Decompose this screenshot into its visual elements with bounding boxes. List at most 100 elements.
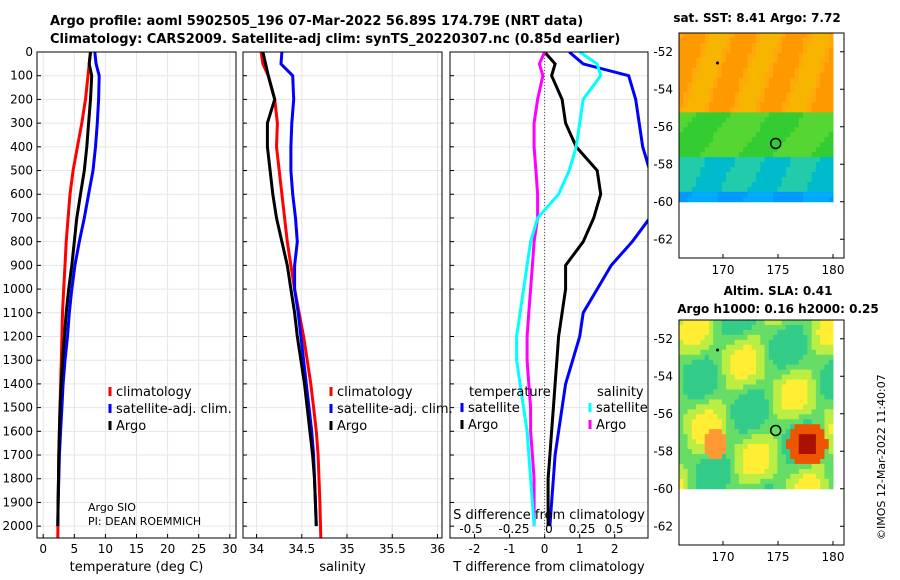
map-cell [815, 67, 821, 74]
map-cell [726, 320, 731, 326]
map-cell [734, 67, 740, 74]
map-cell [717, 181, 723, 188]
x-tick-label: -1 [504, 542, 516, 556]
map-cell [717, 171, 723, 178]
map-cell [713, 364, 718, 371]
map-cell [790, 468, 795, 475]
map-cell [713, 424, 718, 430]
map-cell [807, 384, 813, 390]
map-cell [700, 463, 706, 470]
map-cell [696, 132, 701, 138]
map-cell [777, 324, 783, 331]
map-cell [807, 122, 813, 128]
map-cell [679, 42, 684, 49]
map-cell [704, 473, 710, 480]
map-cell [785, 82, 791, 89]
map-cell [734, 57, 740, 64]
map-cell [790, 349, 795, 356]
map-cell [726, 414, 731, 420]
map-cell [828, 434, 834, 440]
map-cell [824, 320, 830, 326]
map-cell [713, 171, 718, 178]
map-cell [696, 171, 701, 178]
map-cell [777, 419, 783, 425]
map-cell [768, 409, 774, 415]
map-cell [781, 117, 787, 123]
map-cell [721, 424, 727, 430]
map-cell [738, 176, 744, 183]
map-cell [747, 77, 753, 84]
map-cell [708, 419, 714, 425]
map-cell [790, 157, 795, 163]
map-cell [679, 117, 684, 123]
map-cell [777, 339, 783, 346]
map-cell [798, 117, 804, 123]
map-cell [700, 152, 706, 158]
map-cell [820, 478, 825, 485]
map-cell [683, 429, 689, 435]
map-cell [824, 429, 830, 435]
map-cell [717, 117, 723, 123]
map-cell [679, 147, 684, 153]
map-cell [687, 384, 693, 390]
map-cell [704, 77, 710, 84]
map-cell [747, 181, 753, 188]
map-cell [704, 171, 710, 178]
map-cell [790, 137, 795, 143]
map-cell [704, 339, 710, 346]
map-cell [820, 152, 825, 158]
map-cell [704, 429, 710, 435]
map-cell [811, 37, 817, 44]
map-cell [696, 449, 701, 455]
map-cell [751, 429, 757, 435]
map-cell [743, 62, 748, 69]
map-cell [777, 112, 783, 118]
map-cell [773, 468, 778, 475]
map-cell [760, 334, 766, 341]
map-cell [721, 334, 727, 341]
map-cell [700, 157, 706, 163]
map-cell [815, 92, 821, 99]
map-cell [708, 399, 714, 405]
map-cell [751, 354, 757, 361]
map-cell [751, 162, 757, 168]
map-cell [743, 354, 748, 361]
map-cell [726, 92, 731, 99]
map-cell [704, 458, 710, 465]
x-tick-label: 0 [541, 542, 549, 556]
map-cell [708, 379, 714, 386]
map-cell [781, 483, 787, 490]
map-cell [696, 33, 701, 39]
map-cell [756, 473, 761, 480]
map-cell [785, 384, 791, 390]
map-cell [708, 354, 714, 361]
map-cell [696, 399, 701, 405]
map-cell [828, 33, 834, 39]
map-cell [790, 364, 795, 371]
map-cell [704, 137, 710, 143]
map-cell [794, 186, 800, 193]
map-cell [815, 414, 821, 420]
map-cell [726, 429, 731, 435]
map-cell [700, 72, 706, 79]
map-cell [704, 37, 710, 44]
map-cell [687, 37, 693, 44]
map-cell [700, 47, 706, 54]
map-cell [679, 424, 684, 430]
map-cell [687, 329, 693, 336]
map-cell [743, 359, 748, 366]
map-cell [717, 404, 723, 410]
map-cell [743, 102, 748, 108]
map-cell [803, 369, 808, 376]
map-cell [683, 324, 689, 331]
map-cell [756, 117, 761, 123]
map-cell [751, 42, 757, 49]
y-tick-label: 1500 [2, 401, 33, 415]
map-cell [790, 324, 795, 331]
map-cell [734, 162, 740, 168]
map-cell [717, 320, 723, 326]
map-cell [751, 478, 757, 485]
map-cell [713, 33, 718, 39]
map-cell [747, 137, 753, 143]
map-cell [721, 132, 727, 138]
